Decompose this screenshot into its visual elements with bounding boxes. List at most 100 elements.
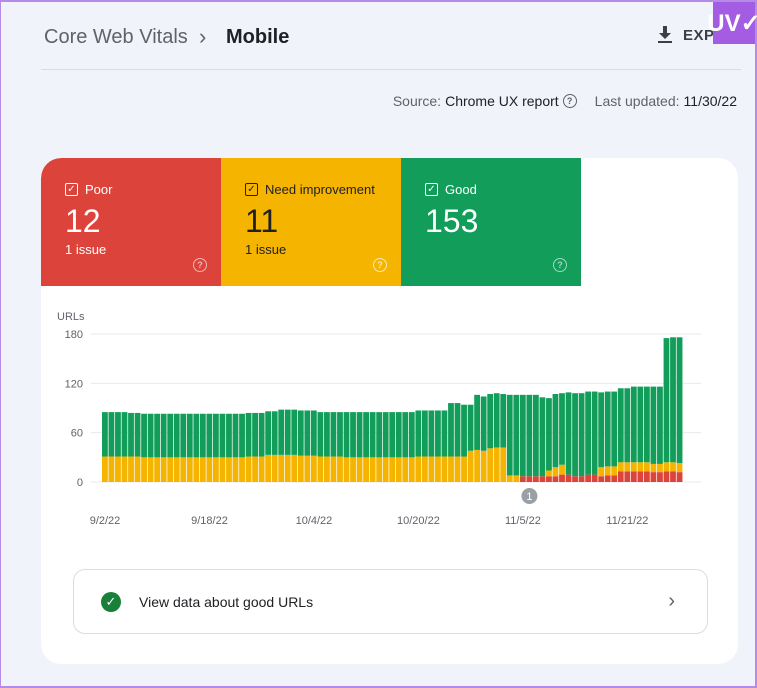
help-icon[interactable]: ?: [373, 258, 387, 272]
bar-good: [500, 394, 507, 448]
export-button[interactable]: EXP: [657, 26, 715, 44]
bar-need-improvement: [493, 447, 500, 482]
bar-poor: [630, 471, 637, 482]
tile-poor[interactable]: ✓ Poor 12 1 issue ?: [41, 158, 221, 286]
bar-good: [337, 412, 343, 457]
checkbox-checked-icon[interactable]: ✓: [425, 183, 438, 196]
tile-label: Need improvement: [265, 182, 375, 197]
bar-need-improvement: [147, 457, 154, 482]
bar-poor: [539, 476, 546, 482]
bar-good: [186, 413, 193, 458]
bar-good: [513, 394, 520, 476]
bar-good: [454, 403, 461, 457]
bar-need-improvement: [121, 456, 128, 482]
bar-need-improvement: [435, 456, 441, 482]
bar-need-improvement: [461, 456, 467, 482]
bar-good: [108, 412, 115, 457]
bar-good: [219, 413, 226, 458]
bar-poor: [650, 472, 657, 482]
bar-good: [160, 413, 167, 458]
bar-good: [461, 404, 467, 457]
last-updated-label: Last updated:: [594, 93, 680, 109]
bar-good: [376, 412, 383, 458]
bar-need-improvement: [317, 456, 324, 482]
bar-need-improvement: [643, 462, 650, 472]
bar-need-improvement: [239, 457, 245, 482]
bar-need-improvement: [363, 457, 369, 482]
bar-good: [147, 413, 154, 458]
view-good-urls-row[interactable]: ✓ View data about good URLs ›: [73, 569, 708, 634]
bar-good: [578, 393, 585, 477]
tile-issues: 1 issue: [245, 242, 287, 257]
tile-label: Poor: [85, 182, 113, 197]
bar-poor: [657, 472, 663, 482]
bar-need-improvement: [670, 462, 676, 472]
bar-need-improvement: [199, 457, 206, 482]
checkbox-checked-icon[interactable]: ✓: [65, 183, 78, 196]
bar-good: [565, 392, 572, 475]
bar-need-improvement: [448, 456, 454, 482]
bar-good: [213, 413, 219, 458]
bar-need-improvement: [213, 457, 219, 482]
bar-good: [199, 413, 206, 458]
bar-good: [670, 337, 676, 463]
bar-need-improvement: [382, 457, 389, 482]
bar-need-improvement: [552, 467, 559, 477]
bar-good: [284, 409, 291, 455]
help-icon[interactable]: ?: [553, 258, 567, 272]
bar-need-improvement: [193, 457, 200, 482]
bar-good: [173, 413, 180, 458]
bar-need-improvement: [487, 448, 494, 482]
bar-need-improvement: [676, 463, 683, 473]
bar-good: [369, 412, 376, 458]
bar-good: [676, 337, 683, 464]
bar-good: [115, 412, 121, 457]
bar-good: [291, 409, 298, 455]
last-updated-value: 11/30/22: [683, 93, 737, 109]
bar-need-improvement: [330, 456, 337, 482]
y-tick-label: 120: [65, 378, 83, 390]
tile-good[interactable]: ✓ Good 153 ?: [401, 158, 581, 286]
bar-need-improvement: [402, 457, 409, 482]
help-icon[interactable]: ?: [562, 94, 577, 108]
bar-poor: [624, 471, 631, 482]
bar-good: [245, 412, 252, 457]
tile-need-improvement[interactable]: ✓ Need improvement 11 1 issue ?: [221, 158, 401, 286]
bar-good: [310, 410, 317, 456]
tile-count: 12: [65, 203, 101, 239]
bar-good: [487, 394, 494, 449]
bar-need-improvement: [206, 457, 213, 482]
bar-poor: [643, 471, 650, 482]
checkbox-checked-icon[interactable]: ✓: [245, 183, 258, 196]
bar-need-improvement: [559, 464, 565, 475]
annotation-marker[interactable]: [521, 488, 538, 504]
bar-good: [121, 412, 128, 457]
bar-poor: [676, 472, 683, 482]
bar-good: [650, 386, 657, 464]
bar-good: [356, 412, 363, 458]
help-icon[interactable]: ?: [193, 258, 207, 272]
bar-need-improvement: [134, 456, 141, 482]
bar-need-improvement: [219, 457, 226, 482]
bar-need-improvement: [428, 456, 435, 482]
bar-poor: [559, 474, 565, 482]
bar-need-improvement: [454, 456, 461, 482]
bar-good: [663, 338, 670, 463]
bar-good: [467, 404, 474, 451]
breadcrumb-core-web-vitals[interactable]: Core Web Vitals: [44, 26, 188, 48]
bar-good: [519, 394, 526, 477]
bar-need-improvement: [141, 457, 147, 482]
bar-good: [324, 412, 330, 457]
bar-good: [532, 394, 539, 477]
bar-good: [441, 410, 448, 457]
bar-need-improvement: [265, 454, 272, 482]
tile-count: 153: [425, 203, 479, 239]
bar-need-improvement: [421, 456, 428, 482]
bar-need-improvement: [154, 457, 161, 482]
bar-need-improvement: [252, 456, 258, 482]
bar-poor: [585, 474, 592, 482]
bar-good: [474, 394, 481, 450]
x-tick-label: 11/21/22: [606, 515, 648, 527]
bar-poor: [604, 475, 611, 482]
bar-need-improvement: [173, 457, 180, 482]
